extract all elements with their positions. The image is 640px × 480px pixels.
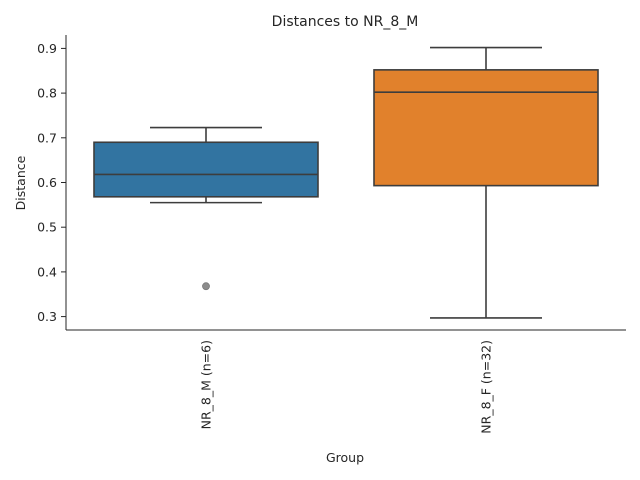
y-tick-label: 0.9 (37, 41, 57, 56)
y-tick-label: 0.7 (37, 130, 57, 145)
x-tick-label: NR_8_F (n=32) (479, 340, 494, 434)
x-axis: NR_8_M (n=6) NR_8_F (n=32) (66, 329, 626, 434)
chart-title: Distances to NR_8_M (272, 14, 419, 30)
box-group (93, 126, 319, 291)
box-group (373, 46, 599, 319)
y-tick-label: 0.8 (37, 86, 57, 101)
y-axis: 0.3 0.4 0.5 0.6 0.7 0.8 0.9 (37, 35, 67, 330)
box-iqr (93, 141, 319, 198)
plot-area (93, 46, 599, 319)
y-tick-label: 0.4 (37, 264, 57, 279)
x-tick-label: NR_8_M (n=6) (199, 340, 214, 429)
y-tick-label: 0.6 (37, 175, 57, 190)
x-axis-label: Group (326, 450, 364, 465)
y-axis-label: Distance (13, 155, 28, 210)
y-tick-label: 0.5 (37, 220, 57, 235)
box-iqr (373, 69, 599, 187)
outlier-point (202, 282, 210, 291)
y-tick-label: 0.3 (37, 309, 57, 324)
